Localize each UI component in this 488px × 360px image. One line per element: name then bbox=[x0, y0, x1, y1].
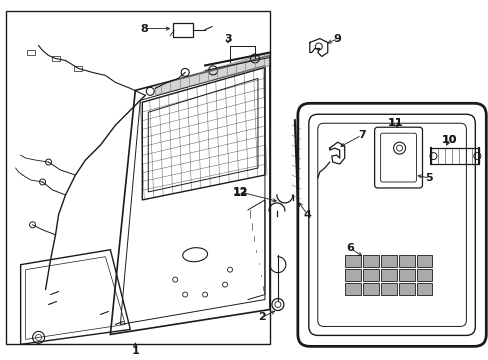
Text: 7: 7 bbox=[357, 130, 365, 140]
Bar bbox=[344, 283, 360, 294]
Text: 10: 10 bbox=[441, 135, 456, 145]
Bar bbox=[6, 11, 269, 345]
Bar bbox=[26, 50, 35, 55]
Bar bbox=[380, 255, 396, 267]
Bar bbox=[362, 255, 378, 267]
Text: 11: 11 bbox=[387, 118, 403, 128]
Bar bbox=[344, 255, 360, 267]
Bar bbox=[173, 23, 193, 37]
Bar bbox=[51, 56, 60, 61]
Bar bbox=[398, 255, 414, 267]
Text: 12: 12 bbox=[232, 188, 247, 198]
Text: 2: 2 bbox=[258, 312, 265, 323]
Bar bbox=[430, 148, 478, 164]
Bar bbox=[74, 66, 82, 71]
Text: 5: 5 bbox=[425, 173, 432, 183]
Text: 12: 12 bbox=[232, 187, 247, 197]
Text: 11: 11 bbox=[387, 118, 403, 128]
Bar bbox=[362, 283, 378, 294]
Text: 3: 3 bbox=[224, 33, 231, 44]
Bar bbox=[398, 269, 414, 280]
Bar bbox=[416, 269, 431, 280]
Bar bbox=[380, 269, 396, 280]
Text: 6: 6 bbox=[345, 243, 353, 253]
Bar bbox=[344, 269, 360, 280]
Text: 8: 8 bbox=[140, 24, 148, 33]
FancyBboxPatch shape bbox=[380, 133, 416, 182]
Bar bbox=[416, 283, 431, 294]
Bar bbox=[362, 269, 378, 280]
Text: 9: 9 bbox=[333, 33, 341, 44]
Bar bbox=[380, 283, 396, 294]
Text: 10: 10 bbox=[441, 135, 456, 145]
Bar bbox=[416, 255, 431, 267]
Text: 1: 1 bbox=[131, 346, 139, 356]
Polygon shape bbox=[155, 53, 269, 95]
Text: 4: 4 bbox=[303, 210, 311, 220]
Bar bbox=[398, 283, 414, 294]
